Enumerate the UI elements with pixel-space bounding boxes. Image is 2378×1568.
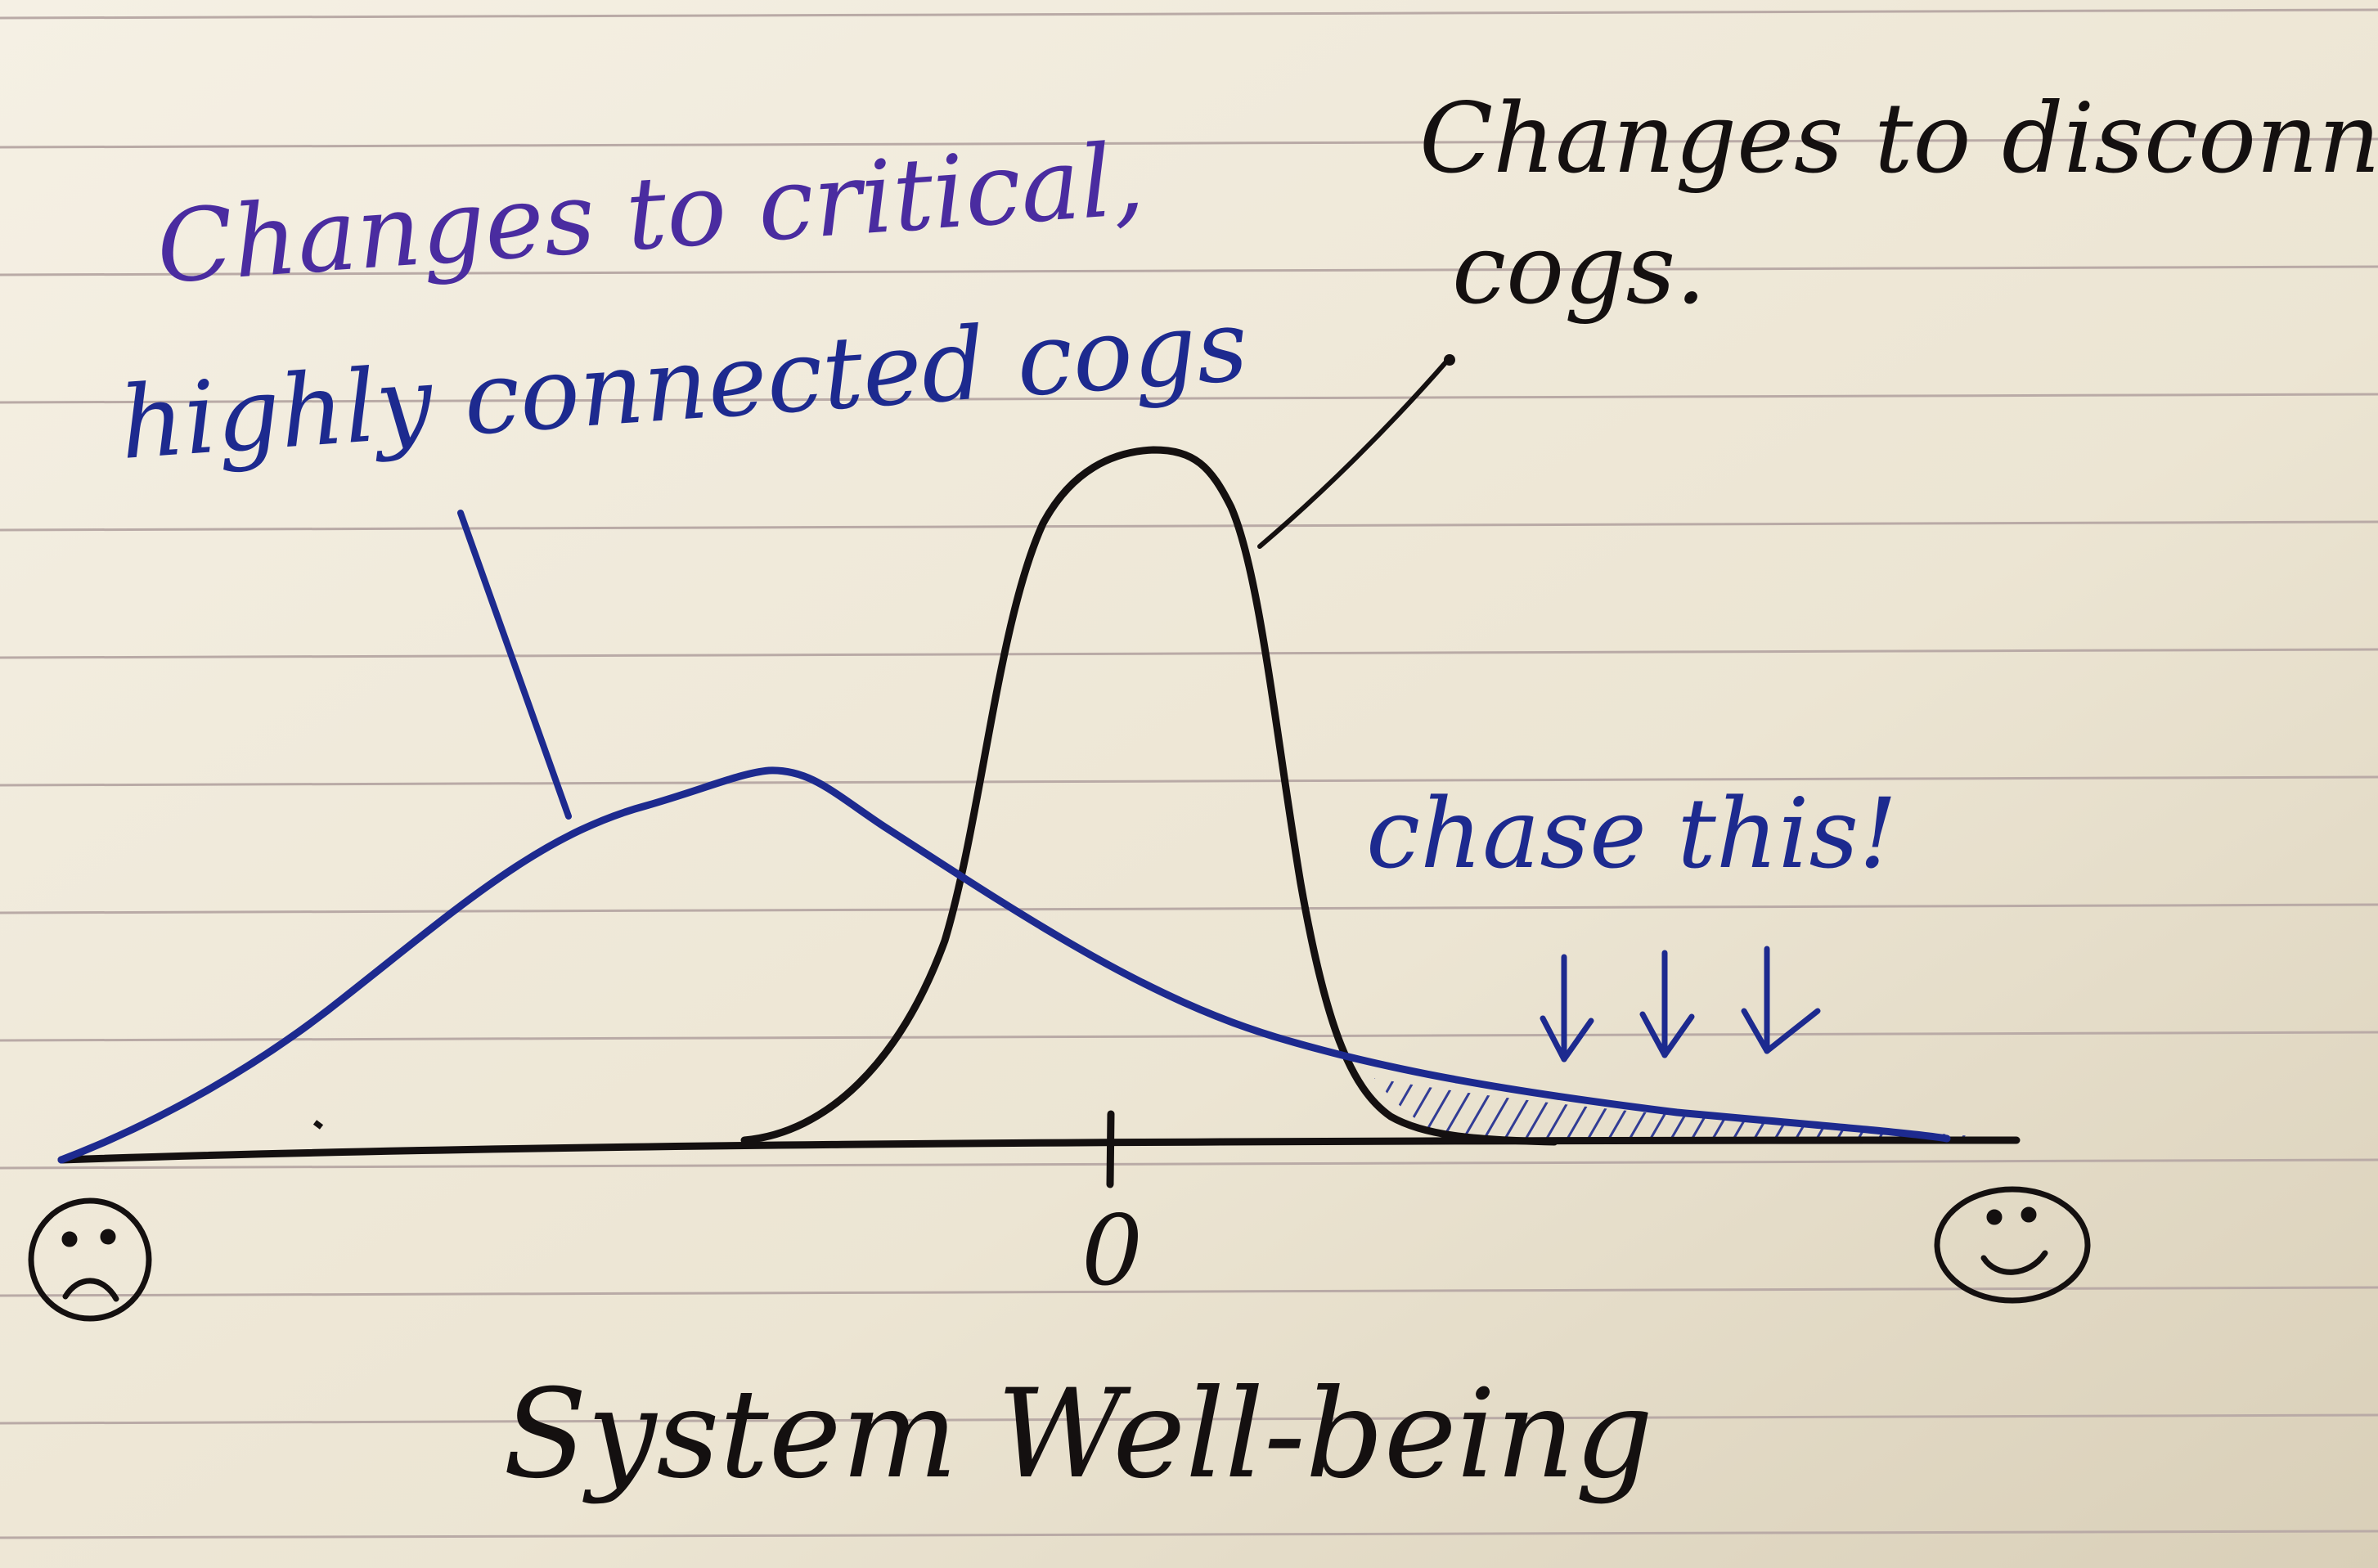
- zero-tick: [1106, 1110, 1115, 1188]
- down-arrow-icon: [1639, 950, 1695, 1058]
- down-arrows: [1540, 946, 1821, 1063]
- hatched-tail-region: [1374, 1078, 2004, 1142]
- sad-face-icon: [28, 1197, 152, 1322]
- chase-this-label: chase this!: [1366, 777, 1897, 890]
- down-arrow-icon: [1540, 954, 1594, 1063]
- down-arrow-icon: [1741, 946, 1821, 1054]
- connected-cogs-curve: [57, 766, 1951, 1164]
- x-axis-line: [57, 1136, 2021, 1164]
- x-axis-title: System Well-being: [503, 1364, 1653, 1506]
- critical-leader-line: [457, 510, 572, 820]
- disconnected-leader-line: [1257, 357, 1450, 549]
- disconnected-cogs-label-line1: Changes to disconnected: [1419, 82, 2378, 195]
- small-tick: [312, 1120, 324, 1130]
- smiley-face-icon: [1934, 1186, 2091, 1304]
- disconnected-cogs-label-line2: cogs.: [1452, 213, 1706, 326]
- leader-dot: [1444, 354, 1455, 366]
- disconnected-cogs-curve: [740, 446, 1558, 1146]
- ruled-lines: [0, 8, 2378, 1539]
- zero-axis-label: 0: [1081, 1194, 1143, 1307]
